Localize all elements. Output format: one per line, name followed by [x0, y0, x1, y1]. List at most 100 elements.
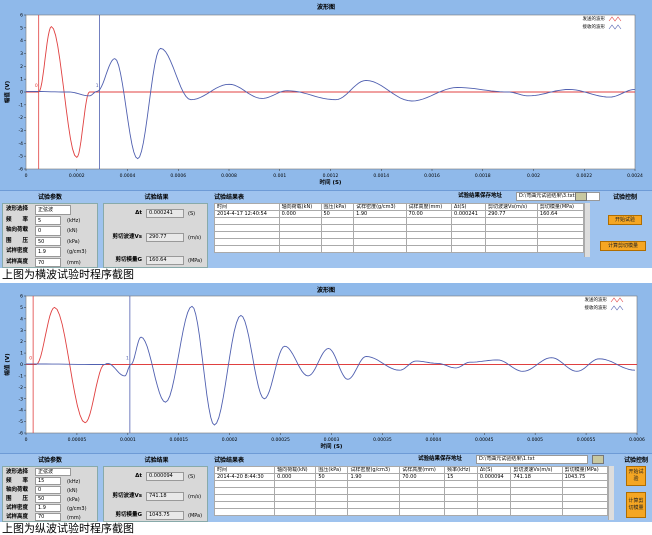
table-row[interactable]: 2014-4-17 12:40:54 0.000 50 1.90 70.00 0.0002… — [214, 210, 585, 218]
x-tick-label: 0.00055 — [577, 437, 596, 443]
table-row[interactable] — [213, 494, 609, 502]
calc-shear-modulus-button[interactable]: 计算剪切模量 — [600, 241, 646, 251]
param-input[interactable]: 正弦波 — [35, 468, 71, 476]
param-unit: (kPa) — [67, 497, 80, 503]
y-tick-label: 5 — [20, 305, 23, 311]
save-path-input[interactable]: D:\弯曲元试验结果\3.txt — [516, 192, 600, 201]
table-cell: 160.64 — [536, 210, 585, 218]
param-unit: (kHz) — [67, 217, 81, 224]
table-cell — [536, 231, 585, 239]
table-cell — [510, 501, 563, 509]
table-cell: 0.000094 — [476, 473, 512, 481]
y-tick-label: -1 — [19, 373, 24, 379]
table-cell — [214, 238, 280, 246]
y-tick-label: -4 — [19, 408, 24, 414]
table-row[interactable] — [213, 501, 609, 509]
table-cell: 1.90 — [353, 210, 407, 218]
table-cell — [353, 224, 407, 232]
x-tick-label: 0.00015 — [169, 437, 188, 443]
table-cell — [353, 238, 407, 246]
received-wave-line — [26, 305, 636, 426]
y-tick-label: -6 — [19, 167, 24, 173]
y-tick-label: -2 — [19, 115, 24, 121]
table-row[interactable] — [213, 487, 609, 495]
param-input[interactable]: 70 — [35, 257, 61, 267]
calc-shear-modulus-button[interactable]: 计算剪切模量 — [626, 492, 646, 518]
column-header: 围压(kPa) — [315, 466, 349, 474]
table-cell — [444, 487, 478, 495]
result-value: 1043.75 — [146, 511, 184, 520]
param-input[interactable]: 50 — [35, 236, 61, 246]
table-cell — [485, 217, 538, 225]
table-cell — [347, 487, 401, 495]
y-axis-label: 幅值 (V) — [3, 353, 11, 376]
table-scrollbar[interactable] — [608, 466, 614, 520]
table-cell — [214, 231, 280, 239]
table-scrollbar[interactable] — [584, 203, 590, 257]
x-tick-label: 0.001 — [273, 173, 286, 179]
table-cell — [451, 231, 487, 239]
x-tick-label: 0.00005 — [68, 437, 87, 443]
results-table-title: 试验结果表 — [214, 194, 245, 201]
table-cell: 290.77 — [485, 210, 538, 218]
table-cell — [405, 245, 453, 253]
param-label: 频 率 — [6, 216, 29, 223]
table-cell — [451, 245, 487, 253]
start-test-button[interactable]: 开始试验 — [626, 466, 646, 486]
param-input[interactable]: 70 — [35, 513, 61, 521]
y-tick-label: -4 — [19, 141, 24, 147]
result-value: 741.18 — [146, 492, 184, 501]
param-input[interactable]: 0 — [35, 226, 61, 236]
table-row[interactable] — [214, 238, 585, 246]
param-input[interactable]: 0 — [35, 486, 61, 494]
x-tick-label: 0.0008 — [221, 173, 237, 179]
table-row[interactable] — [214, 224, 585, 232]
y-tick-label: -5 — [19, 419, 24, 425]
table-cell — [315, 494, 349, 502]
param-input[interactable]: 15 — [35, 477, 61, 485]
table-cell — [278, 245, 322, 253]
y-tick-label: 6 — [20, 13, 23, 19]
result-unit: (S) — [188, 211, 196, 217]
column-header: 轴向荷载(kN) — [278, 203, 322, 211]
table-cell: 70.00 — [405, 210, 453, 218]
table-row[interactable] — [213, 480, 609, 488]
save-path-input[interactable]: D:\弯曲元试验结果\1.txt — [476, 455, 588, 464]
param-input[interactable]: 50 — [35, 495, 61, 503]
param-label: 轴向荷载 — [6, 227, 29, 233]
folder-browse-icon[interactable] — [592, 455, 604, 464]
param-input[interactable]: 5 — [35, 215, 61, 225]
y-tick-label: 4 — [20, 316, 23, 322]
start-test-button[interactable]: 开始试验 — [608, 215, 642, 225]
table-row[interactable] — [214, 231, 585, 239]
table-cell — [347, 494, 401, 502]
param-label: 围 压 — [6, 237, 29, 244]
caption-1: 上图为横波试验时程序截图 — [2, 268, 134, 281]
y-tick-label: 5 — [20, 25, 23, 31]
param-unit: (kHz) — [67, 479, 81, 485]
table-row[interactable] — [214, 217, 585, 225]
table-cell — [213, 480, 276, 488]
table-row[interactable]: 2014-4-20 8:44:30 0.000 50 1.90 70.00 15 0.000… — [213, 473, 609, 481]
table-row[interactable] — [214, 245, 585, 253]
param-label: 轴向荷载 — [6, 487, 29, 493]
table-cell — [476, 508, 512, 516]
table-cell — [510, 480, 563, 488]
table-cell — [320, 238, 355, 246]
table-row[interactable] — [213, 508, 609, 516]
waveform-chart-2: 波形图 -6 -5 -4 -3 -2 -1 0 1 2 3 4 5 6 0 0.00005 0.0001 0.00… — [0, 283, 652, 453]
table-cell — [476, 501, 512, 509]
table-cell — [274, 487, 317, 495]
waveform-chart-1: 波形图 -6 -5 -4 -3 -2 -1 0 1 2 3 4 5 6 0 0.0002 0.0004 0.000… — [0, 0, 652, 190]
table-cell: 2014-4-20 8:44:30 — [213, 473, 276, 481]
table-cell — [347, 508, 401, 516]
table-cell — [485, 245, 538, 253]
y-tick-label: -3 — [19, 396, 24, 402]
result-label: 剪切模量G — [115, 512, 142, 518]
param-input[interactable]: 1.9 — [35, 247, 61, 257]
table-cell — [536, 217, 585, 225]
param-input[interactable]: 正弦波 — [35, 205, 71, 215]
param-input[interactable]: 1.9 — [35, 504, 61, 512]
param-unit: (g/cm3) — [67, 249, 87, 255]
folder-browse-icon[interactable] — [575, 192, 587, 201]
